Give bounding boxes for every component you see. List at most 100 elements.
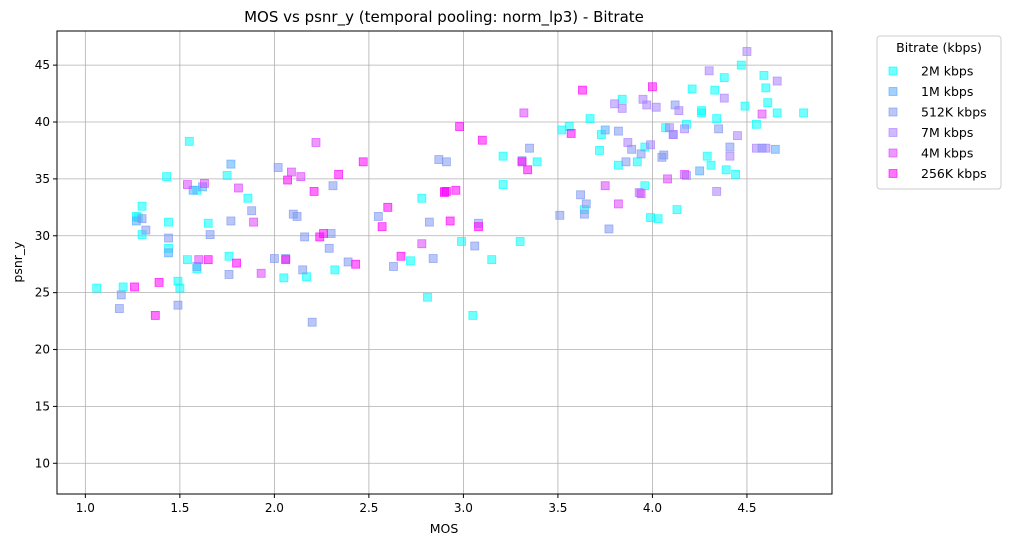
data-point [173, 300, 183, 310]
data-point [183, 255, 192, 265]
data-point [632, 157, 642, 167]
data-point [319, 229, 328, 238]
data-point [525, 143, 534, 153]
data-point [614, 160, 623, 170]
data-point [680, 124, 689, 134]
data-point [269, 254, 279, 263]
data-point [763, 98, 773, 108]
data-point [307, 317, 317, 327]
data-point [298, 265, 308, 275]
legend-label: 2M kbps [921, 64, 973, 79]
data-point [617, 103, 627, 113]
data-point [751, 143, 761, 153]
data-point [309, 187, 319, 196]
series-3 [610, 47, 782, 197]
data-point [424, 217, 434, 227]
data-point [740, 101, 750, 111]
y-tick-label: 35 [35, 172, 50, 186]
data-point [751, 119, 761, 129]
data-point [300, 232, 310, 242]
data-point [721, 165, 731, 175]
data-point [668, 130, 678, 139]
legend-item: 1M kbps [888, 84, 973, 99]
data-point [557, 125, 567, 135]
data-point [205, 230, 215, 240]
data-point [114, 304, 124, 313]
data-point [680, 169, 689, 179]
data-point [757, 109, 767, 119]
data-point [373, 212, 383, 221]
data-point [772, 76, 782, 86]
data-point [451, 185, 461, 195]
data-point [714, 124, 723, 134]
data-point [423, 292, 432, 302]
data-point [659, 150, 669, 160]
legend-marker [888, 87, 898, 96]
legend-label: 512K kbps [921, 105, 987, 120]
data-point [642, 100, 652, 110]
data-point [581, 199, 591, 209]
data-point [150, 310, 160, 320]
data-point [441, 157, 451, 167]
data-point [226, 159, 236, 169]
series-1 [131, 125, 780, 271]
data-point [470, 241, 480, 251]
data-point [249, 217, 258, 227]
data-point [164, 217, 173, 227]
x-tick-label: 2.5 [359, 501, 378, 515]
series-5 [130, 82, 657, 320]
data-point [457, 237, 466, 246]
data-points [92, 47, 809, 327]
data-point [130, 282, 139, 292]
data-point [515, 237, 525, 246]
legend-marker [888, 66, 898, 76]
data-point [576, 190, 585, 200]
data-point [523, 165, 533, 175]
data-point [324, 243, 334, 253]
data-point [326, 229, 336, 238]
data-point [621, 157, 631, 167]
data-point [283, 175, 293, 185]
y-tick-label: 20 [35, 343, 50, 357]
y-axis-label: psnr_y [10, 241, 25, 283]
data-point [614, 126, 623, 136]
x-tick-label: 2.0 [265, 501, 284, 515]
data-point [137, 201, 147, 211]
data-point [234, 183, 243, 193]
data-point [417, 239, 427, 249]
data-point [292, 212, 302, 221]
legend-label: 7M kbps [921, 125, 973, 140]
data-point [330, 265, 340, 275]
data-point [468, 310, 478, 320]
data-point [396, 251, 406, 261]
axis-ticks: 1.0 1.5 2.0 2.5 3.0 3.5 4.0 4.5 10 15 20 25 30 35 40 45 [35, 58, 757, 515]
data-point [770, 144, 780, 154]
data-point [296, 172, 306, 182]
legend-frame [876, 35, 1002, 190]
legend-title: Bitrate (kbps) [896, 40, 982, 55]
data-point [674, 106, 684, 116]
data-point [761, 143, 771, 153]
data-point [328, 181, 338, 191]
y-tick-label: 25 [35, 286, 50, 300]
y-tick-label: 45 [35, 58, 50, 72]
data-point [226, 216, 236, 226]
data-point [695, 166, 705, 176]
data-point [281, 255, 291, 265]
data-point [487, 255, 497, 265]
x-tick-label: 1.5 [170, 501, 189, 515]
x-tick-label: 4.5 [737, 501, 756, 515]
y-tick-label: 10 [35, 456, 50, 470]
data-point [712, 187, 722, 196]
data-point [279, 273, 289, 283]
data-point [653, 214, 663, 224]
data-point [687, 84, 697, 94]
y-tick-label: 40 [35, 115, 50, 129]
data-point [203, 218, 213, 228]
data-point [358, 157, 368, 167]
plot-frame [56, 30, 833, 495]
data-point [154, 278, 164, 287]
data-point [742, 47, 752, 56]
series-4 [183, 108, 767, 278]
data-point [595, 146, 604, 155]
